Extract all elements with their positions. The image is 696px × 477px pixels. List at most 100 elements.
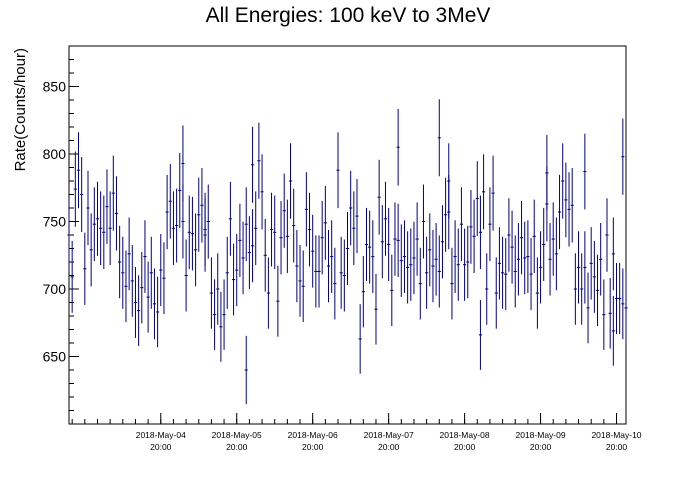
data-point: [197, 177, 201, 252]
data-point: [320, 201, 324, 275]
data-point: [542, 207, 546, 281]
data-point: [133, 267, 138, 338]
data-point: [387, 207, 391, 281]
data-point: [526, 220, 530, 293]
data-point: [178, 152, 182, 228]
data-point: [216, 253, 220, 325]
data-point: [250, 209, 255, 283]
data-point: [304, 172, 308, 247]
data-point: [618, 262, 622, 334]
data-point: [168, 163, 172, 239]
x-tick-label-date: 2018-May-07: [364, 430, 414, 440]
data-point: [70, 240, 74, 313]
data-point: [421, 184, 426, 259]
data-point: [152, 268, 157, 340]
data-point: [564, 162, 568, 238]
data-point: [478, 195, 483, 270]
data-point: [440, 205, 445, 279]
y-tick-label: 650: [43, 349, 67, 365]
data-point: [624, 272, 628, 344]
data-point: [482, 154, 486, 230]
data-point: [190, 196, 195, 271]
data-point: [485, 253, 489, 325]
data-point: [165, 174, 169, 250]
data-point: [488, 187, 492, 262]
data-point: [573, 253, 577, 325]
data-point: [561, 143, 565, 219]
data-point: [200, 168, 204, 243]
data-point: [611, 295, 615, 366]
data-point: [523, 221, 527, 295]
x-axis: 2018-May-04 20:00 2018-May-05 20:00 2018-May…: [71, 413, 642, 452]
data-point: [605, 198, 609, 272]
data-point: [92, 187, 96, 262]
data-point: [266, 257, 270, 329]
data-point: [137, 275, 141, 346]
data-point: [80, 157, 84, 232]
data-point: [244, 335, 248, 405]
data-point: [76, 132, 81, 209]
data-point: [358, 304, 362, 374]
data-point: [497, 227, 501, 300]
x-tick-label-time: 20:00: [606, 442, 628, 452]
data-point: [298, 245, 302, 317]
data-point: [222, 279, 226, 350]
data-point: [118, 225, 122, 299]
data-point: [548, 223, 552, 296]
data-point: [285, 199, 289, 274]
data-point: [342, 239, 346, 312]
y-tick-label: 700: [43, 281, 67, 297]
data-point: [554, 217, 558, 291]
data-point: [314, 235, 318, 308]
data-point: [254, 191, 258, 266]
data-point: [614, 262, 619, 334]
data-point: [336, 132, 340, 209]
data-point: [418, 247, 422, 320]
data-point: [415, 202, 419, 276]
data-point: [244, 187, 248, 262]
data-point: [431, 229, 435, 303]
data-point: [621, 118, 625, 195]
data-point: [494, 257, 498, 329]
data-point: [130, 245, 134, 317]
data-point: [576, 231, 581, 304]
data-point: [595, 254, 600, 327]
data-point: [425, 236, 429, 309]
data-point: [500, 236, 505, 309]
data-point: [184, 239, 188, 312]
data-point: [434, 223, 438, 296]
data-point: [317, 235, 321, 308]
data-point: [545, 135, 549, 211]
x-tick-label-time: 20:00: [530, 442, 552, 452]
data-point: [102, 195, 106, 270]
data-point: [241, 221, 245, 295]
data-point: [181, 125, 185, 202]
data-point: [143, 220, 147, 293]
data-point: [361, 256, 365, 328]
data-point: [463, 228, 467, 301]
data-point: [114, 176, 119, 251]
data-point: [105, 169, 109, 244]
data-point: [475, 161, 479, 236]
data-point: [371, 220, 375, 293]
data-point: [589, 227, 593, 300]
data-point: [535, 257, 539, 329]
x-tick-label-date: 2018-May-09: [516, 430, 566, 440]
data-point: [444, 177, 448, 252]
data-point: [149, 236, 153, 309]
x-tick-label-time: 20:00: [454, 442, 476, 452]
x-tick-label-time: 20:00: [150, 442, 172, 452]
data-point: [121, 236, 125, 309]
y-tick-label: 800: [43, 146, 67, 162]
data-point: [453, 220, 457, 293]
data-point: [273, 195, 277, 270]
data-point: [352, 191, 356, 266]
data-point: [279, 201, 283, 275]
data-point: [519, 201, 524, 275]
data-point: [194, 213, 198, 287]
data-point: [402, 220, 407, 293]
x-tick-label-date: 2018-May-10: [591, 430, 641, 440]
data-points: [67, 99, 628, 405]
